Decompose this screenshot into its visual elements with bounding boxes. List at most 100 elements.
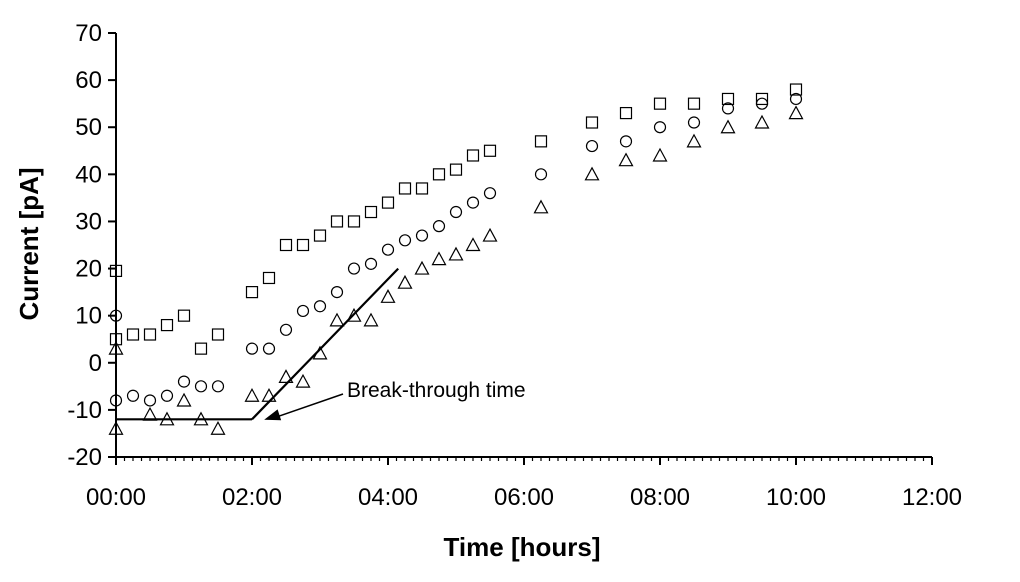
square-data-point [721, 92, 735, 106]
circle-data-point [619, 135, 633, 148]
triangle-data-point [754, 114, 770, 129]
circle-data-point [534, 168, 548, 181]
triangle-data-point [346, 307, 362, 322]
circle-data-point [398, 234, 412, 247]
circle-data-point [330, 286, 344, 299]
triangle-data-point [380, 289, 396, 303]
triangle-data-point [618, 152, 634, 167]
triangle-data-point [142, 406, 158, 421]
circle-data-point [789, 92, 803, 106]
triangle-data-point [482, 227, 498, 242]
x-tick-label: 08:00 [630, 484, 690, 511]
y-tick-label: 40 [75, 161, 102, 188]
circle-data-point [585, 139, 599, 153]
square-data-point [755, 92, 769, 106]
circle-data-point [721, 102, 735, 115]
circle-data-point [313, 300, 327, 313]
triangle-data-point [363, 312, 379, 327]
square-data-point [313, 229, 327, 242]
circle-data-point [143, 394, 157, 407]
circle-data-point [109, 309, 123, 322]
triangle-data-point [244, 387, 260, 402]
triangle-data-point [108, 340, 124, 355]
triangle-data-point [448, 246, 464, 261]
square-data-point [109, 264, 123, 278]
triangle-data-point [261, 387, 277, 402]
circle-data-point [177, 375, 191, 388]
x-tick-label: 02:00 [222, 484, 282, 511]
triangle-data-point [686, 133, 702, 148]
triangle-data-point [295, 373, 311, 388]
square-data-point [534, 135, 548, 148]
triangle-data-point [278, 369, 294, 384]
square-data-point [653, 97, 667, 110]
annotation-arrow-line [275, 393, 344, 419]
circle-data-point [211, 380, 225, 393]
triangle-data-point [176, 392, 192, 407]
square-data-point [177, 309, 191, 322]
triangle-data-point [108, 420, 124, 435]
square-data-point [347, 215, 361, 228]
circle-data-point [279, 323, 293, 336]
breakthrough-fit-line [251, 267, 399, 421]
triangle-data-point [329, 312, 345, 327]
square-data-point [449, 163, 463, 176]
square-data-point [194, 342, 208, 355]
y-tick-label: 70 [75, 20, 102, 47]
square-data-point [789, 83, 803, 96]
circle-data-point [755, 97, 769, 110]
square-data-point [279, 238, 293, 252]
triangle-data-point [720, 119, 736, 134]
y-tick-label: 60 [75, 67, 102, 94]
square-data-point [364, 205, 378, 219]
x-tick-label: 10:00 [766, 484, 826, 511]
triangle-data-point [431, 251, 447, 266]
circle-data-point [653, 121, 667, 134]
circle-data-point [262, 342, 276, 355]
y-tick-label: 50 [75, 114, 102, 141]
triangle-data-point [465, 237, 481, 252]
square-data-point [296, 238, 310, 252]
square-data-point [483, 144, 497, 157]
circle-data-point [483, 187, 497, 200]
triangle-data-point [159, 411, 175, 426]
circle-data-point [432, 220, 446, 233]
square-data-point [160, 318, 174, 332]
y-tick-label: -10 [67, 397, 102, 424]
x-tick-label: 00:00 [86, 484, 146, 511]
square-data-point [398, 182, 412, 195]
annotation-arrowhead [264, 409, 282, 421]
circle-data-point [109, 394, 123, 407]
triangle-data-point [193, 411, 209, 426]
triangle-data-point [533, 199, 549, 214]
y-tick-label: -20 [67, 444, 102, 471]
square-data-point [415, 182, 429, 195]
square-data-point [245, 286, 259, 299]
square-data-point [126, 328, 140, 341]
circle-data-point [466, 196, 480, 209]
square-data-point [211, 328, 225, 341]
triangle-data-point [584, 166, 600, 181]
circle-data-point [245, 342, 259, 355]
circle-data-point [194, 380, 208, 393]
square-data-point [330, 215, 344, 228]
y-tick-label: 30 [75, 208, 102, 235]
triangle-data-point [397, 274, 413, 289]
circle-data-point [364, 257, 378, 270]
square-data-point [619, 106, 633, 120]
circle-data-point [126, 389, 140, 402]
x-tick-label: 06:00 [494, 484, 554, 511]
breakthrough-annotation-label: Break-through time [347, 379, 526, 402]
x-axis-title: Time [hours] [444, 532, 601, 562]
plot-area: -20 -10 0 10 20 30 40 50 60 70 00:00 02:00 04:00 06:0… [67, 20, 962, 511]
square-data-point [109, 333, 123, 346]
circle-data-point [687, 116, 701, 129]
circle-data-point [415, 229, 429, 242]
triangle-data-point [788, 105, 804, 120]
circle-data-point [449, 205, 463, 219]
circle-data-point [296, 304, 310, 318]
square-data-point [432, 168, 446, 181]
x-tick-label: 12:00 [902, 484, 962, 511]
